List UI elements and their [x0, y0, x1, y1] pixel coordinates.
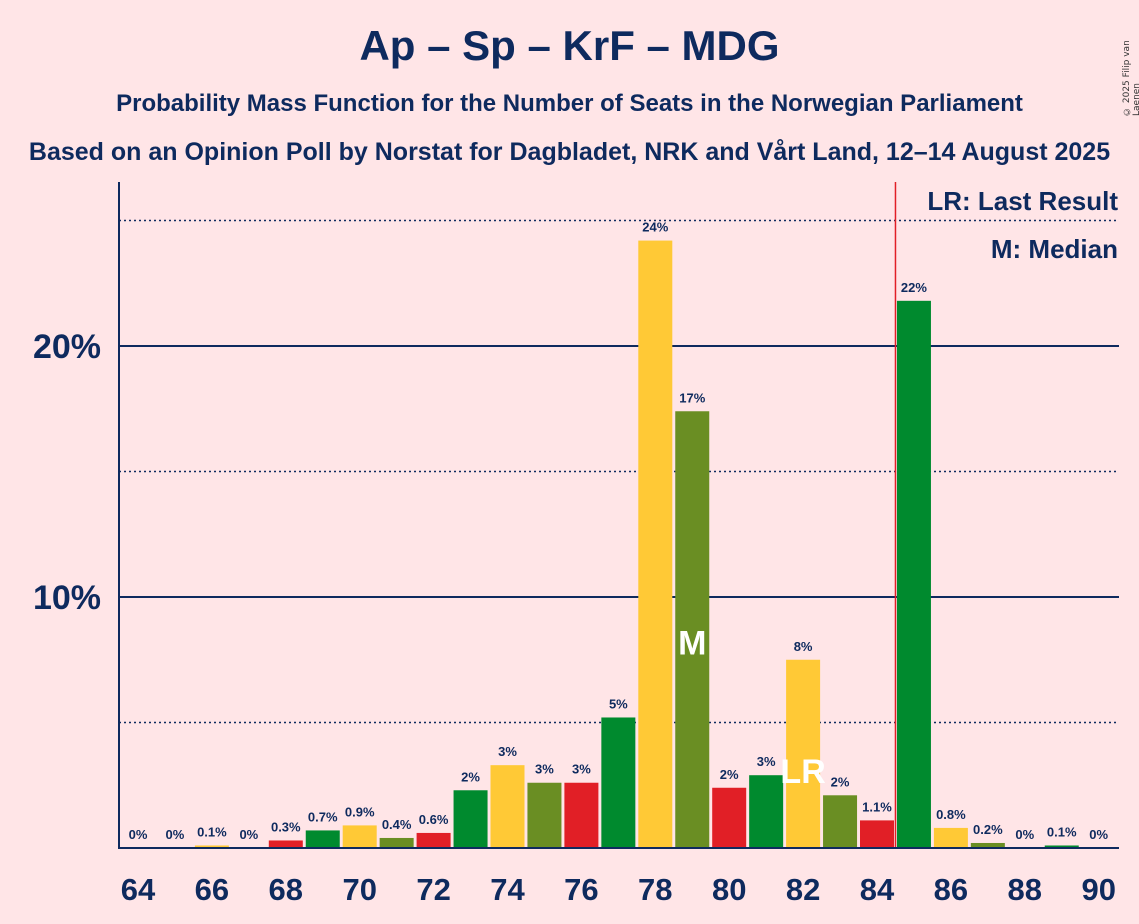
x-tick-label-74: 74: [490, 872, 525, 907]
value-label-88: 0%: [1015, 827, 1034, 842]
chart-subtitle: Probability Mass Function for the Number…: [116, 90, 1023, 117]
legend-last-result: LR: Last Result: [927, 186, 1118, 216]
bar-85: [896, 300, 931, 848]
x-tick-label-64: 64: [121, 872, 156, 907]
value-label-72: 0.6%: [419, 812, 449, 827]
value-label-87: 0.2%: [973, 822, 1003, 837]
value-label-82: 8%: [794, 639, 813, 654]
x-tick-label-70: 70: [342, 872, 376, 907]
value-label-86: 0.8%: [936, 807, 966, 822]
bar-84: [860, 820, 894, 848]
data-labels: 0% 0% 0.1% 0% 0.3% 0.7% 0.9% 0.4% 0.6% 2% 3% 3% 3% 5%…: [129, 220, 1109, 842]
bar-76: [564, 782, 599, 848]
gridlines: [119, 219, 1119, 724]
x-tick-label-90: 90: [1081, 872, 1115, 907]
bar-73: [453, 790, 488, 848]
value-label-81: 3%: [757, 754, 776, 769]
x-tick-label-88: 88: [1008, 872, 1042, 907]
last-result-marker: LR: [780, 753, 825, 791]
value-label-66: 0.1%: [197, 824, 227, 839]
value-label-90: 0%: [1089, 827, 1108, 842]
x-tick-label-66: 66: [195, 872, 229, 907]
bar-72: [416, 832, 451, 848]
x-tick-label-80: 80: [712, 872, 746, 907]
value-label-65: 0%: [166, 827, 185, 842]
bar-74: [490, 765, 525, 848]
value-label-77: 5%: [609, 696, 628, 711]
value-label-84: 1.1%: [862, 799, 892, 814]
bar-71: [379, 837, 414, 848]
x-tick-label-82: 82: [786, 872, 820, 907]
bar-77: [601, 717, 636, 848]
value-label-71: 0.4%: [382, 817, 412, 832]
value-label-68: 0.3%: [271, 819, 301, 834]
y-tick-label-10: 10%: [33, 579, 101, 617]
value-label-70: 0.9%: [345, 804, 375, 819]
bar-80: [712, 787, 747, 848]
y-tick-label-20: 20%: [33, 328, 101, 366]
legend: LR: Last Result M: Median: [927, 186, 1118, 264]
value-label-89: 0.1%: [1047, 824, 1077, 839]
x-tick-label-84: 84: [860, 872, 895, 907]
value-label-83: 2%: [831, 774, 850, 789]
value-label-85: 22%: [901, 280, 927, 295]
bar-83: [823, 795, 858, 848]
x-tick-label-72: 72: [416, 872, 450, 907]
bar-87: [970, 842, 1005, 848]
chart-subtitle-source: Based on an Opinion Poll by Norstat for …: [28, 138, 1111, 166]
bar-68: [268, 840, 303, 848]
value-label-78: 24%: [642, 220, 668, 235]
bar-81: [749, 775, 784, 848]
bar-66: [194, 845, 229, 848]
bar-69: [305, 830, 340, 848]
legend-median: M: Median: [991, 234, 1118, 264]
bar-75: [527, 782, 562, 848]
value-label-80: 2%: [720, 767, 739, 782]
bar-70: [342, 825, 377, 848]
value-label-64: 0%: [129, 827, 148, 842]
bars: [194, 240, 1079, 848]
value-label-79: 17%: [679, 390, 705, 405]
value-label-67: 0%: [239, 827, 258, 842]
bar-89: [1044, 845, 1079, 848]
median-marker: M: [678, 625, 706, 663]
value-label-69: 0.7%: [308, 809, 338, 824]
x-tick-label-76: 76: [564, 872, 598, 907]
value-label-74: 3%: [498, 744, 517, 759]
bar-79: [675, 411, 710, 848]
axes: 10% 20% 64 66 68 70 72 74 76 78 80 82 84 86 88 90: [33, 182, 1119, 907]
x-tick-label-86: 86: [934, 872, 968, 907]
bar-86: [933, 827, 968, 848]
value-label-75: 3%: [535, 762, 554, 777]
bar-82: [786, 659, 821, 848]
value-label-76: 3%: [572, 762, 591, 777]
x-tick-label-78: 78: [638, 872, 672, 907]
bar-78: [638, 240, 673, 848]
x-tick-label-68: 68: [269, 872, 303, 907]
chart-title: Ap – Sp – KrF – MDG: [359, 22, 780, 69]
value-label-73: 2%: [461, 769, 480, 784]
